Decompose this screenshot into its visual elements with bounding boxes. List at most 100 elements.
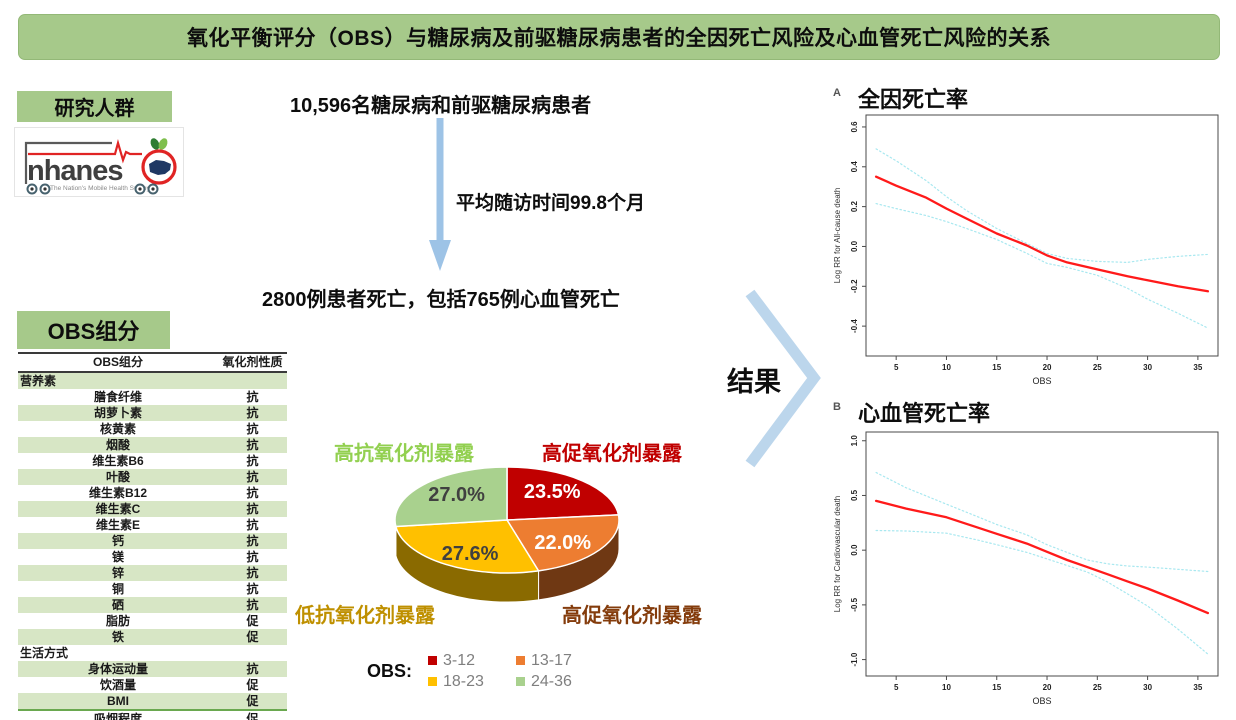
plot-border [865, 431, 1219, 677]
legend-item: 18-23 [428, 671, 516, 692]
component-name: 维生素C [95, 502, 141, 516]
main-title: 氧化平衡评分（OBS）与糖尿病及前驱糖尿病患者的全因死亡风险及心血管死亡风险的关… [186, 27, 1051, 50]
x-tick-label: 20 [1043, 683, 1052, 692]
obs-distribution-pie: 23.5% 22.0% 27.6% 27.0% [394, 466, 620, 603]
cardiovascular-mortality-chart: 5 10 15 20 25 30 35 -1.0 -0.5 0.0 0.5 1.0 OBS Log RR … [833, 431, 1219, 706]
oxidant-property: 抗 [246, 566, 259, 580]
pie-slice [394, 466, 508, 528]
oxidant-property: 抗 [246, 550, 259, 564]
table-row: 核黄素 抗 [18, 421, 287, 437]
oxidant-property: 抗 [246, 486, 259, 500]
pie-slice [506, 514, 620, 572]
lower-ci-curve [875, 203, 1209, 329]
component-name: 硒 [111, 598, 124, 612]
table-row: 身体运动量 抗 [18, 661, 287, 677]
component-name: 维生素E [95, 518, 140, 532]
legend-label: 3-12 [443, 651, 476, 669]
x-tick-label: 5 [894, 683, 899, 692]
component-name: 锌 [111, 566, 124, 580]
all-cause-mortality-chart: 5 10 15 20 25 30 35 -0.4 -0.2 0.0 0.2 0.4 0.6 OBS Log … [833, 114, 1219, 386]
column-header: OBS组分 [92, 355, 143, 369]
table-row: 吸烟程度 促 [18, 709, 287, 720]
table-row: 胡萝卜素 抗 [18, 405, 287, 421]
x-tick-label: 10 [942, 683, 951, 692]
y-tick-label: 0.0 [850, 240, 859, 252]
x-tick-label: 20 [1043, 363, 1052, 372]
table-row: 脂肪 促 [18, 613, 287, 629]
legend-label: 24-36 [531, 672, 572, 690]
component-name: 生活方式 [20, 646, 69, 660]
oxidant-property: 抗 [246, 662, 259, 676]
estimate-curve [874, 175, 1210, 293]
pie-slice [395, 519, 540, 574]
y-axis-label: Log RR for Cardiovascular death [833, 496, 842, 613]
follow-up-text: 平均随访时间99.8个月 [456, 193, 645, 214]
result-label: 结果 [727, 367, 781, 397]
oxidant-property: 抗 [246, 598, 259, 612]
legend-item: 3-12 [428, 650, 516, 671]
pie-slice-value: 27.6% [442, 543, 499, 565]
y-tick-label: 0.5 [850, 489, 859, 501]
y-tick-label: 0.0 [850, 544, 859, 556]
annotation-high-prooxidant-2: 高促氧化剂暴露 [562, 605, 702, 627]
x-tick-label: 30 [1143, 363, 1152, 372]
y-tick-label: 0.6 [850, 121, 859, 133]
y-tick-label: 1.0 [850, 435, 859, 447]
legend-item: 13-17 [516, 650, 604, 671]
oxidant-property: 抗 [246, 438, 259, 452]
pie-slice-value: 23.5% [524, 481, 581, 503]
legend-swatch [516, 656, 525, 665]
panel-label-b: B [833, 401, 841, 413]
x-tick-label: 10 [942, 363, 951, 372]
y-tick-label: 0.4 [850, 161, 859, 173]
down-arrow-icon [429, 118, 451, 271]
component-name: 烟酸 [105, 438, 130, 452]
x-axis-label: OBS [1032, 376, 1051, 386]
table-section-row: 营养素 [18, 373, 287, 389]
oxidant-property: 抗 [246, 390, 259, 404]
legend-item: 24-36 [516, 671, 604, 692]
oxidant-property: 抗 [246, 582, 259, 596]
y-tick-label: 0.2 [850, 201, 859, 213]
component-name: 胡萝卜素 [93, 406, 142, 420]
annotation-high-prooxidant: 高促氧化剂暴露 [542, 443, 682, 465]
y-tick-label: -1.0 [850, 652, 859, 666]
study-population-header: 研究人群 [17, 91, 172, 122]
x-axis-label: OBS [1032, 696, 1051, 706]
component-name: BMI [107, 694, 129, 708]
apple-map-icon [141, 138, 177, 185]
table-row: 铁促 [18, 629, 287, 645]
component-name: 身体运动量 [87, 662, 148, 676]
x-tick-label: 15 [992, 683, 1001, 692]
oxidant-property: 抗 [246, 518, 259, 532]
component-name: 维生素B12 [88, 486, 147, 500]
oxidant-property: 抗 [246, 454, 259, 468]
oxidant-property: 促 [246, 630, 259, 644]
component-name: 饮酒量 [99, 678, 136, 692]
table-row: 钙抗 [18, 533, 287, 549]
oxidant-property [218, 373, 287, 389]
component-name: 铁 [111, 630, 124, 644]
table-header-row: OBS组分 氧化剂性质 [18, 352, 287, 373]
lower-ci-curve [875, 529, 1209, 655]
table-row: 烟酸 抗 [18, 437, 287, 453]
annotation-high-antioxidant: 高抗氧化剂暴露 [334, 443, 474, 465]
legend-swatch [428, 656, 437, 665]
component-name: 镁 [111, 550, 124, 564]
oxidant-property: 促 [246, 614, 259, 628]
component-name: 铜 [111, 582, 124, 596]
component-name: 膳食纤维 [93, 390, 142, 404]
legend-label: 18-23 [443, 672, 484, 690]
trailer-outline-icon [24, 141, 112, 184]
obs-components-header: OBS组分 [17, 311, 170, 349]
x-tick-label: 30 [1143, 683, 1152, 692]
table-row: 膳食纤维 抗 [18, 389, 287, 405]
nhanes-logo-tagline: The Nation's Mobile Health Survey [50, 185, 151, 192]
component-name: 吸烟程度 [93, 712, 142, 720]
oxidant-property: 促 [246, 694, 259, 708]
oxidant-property: 促 [246, 678, 259, 692]
oxidant-property: 抗 [246, 502, 259, 516]
legend-items: 3-12 13-17 18-23 24-36 [428, 650, 604, 692]
pie-legend: OBS: 3-12 13-17 18-23 24-36 [367, 650, 604, 692]
